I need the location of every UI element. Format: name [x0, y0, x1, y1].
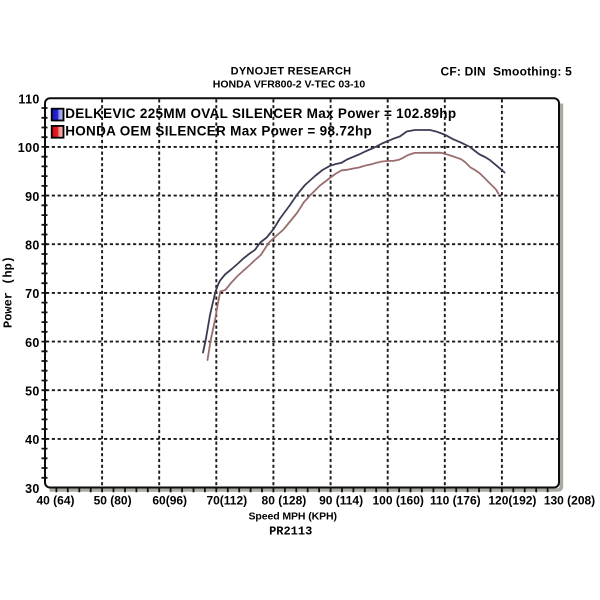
svg-text:HONDA OEM SILENCER Max Power =: HONDA OEM SILENCER Max Power = 98.72hp	[65, 124, 372, 139]
svg-text:40 (64): 40 (64)	[36, 494, 74, 508]
svg-text:90: 90	[25, 190, 40, 204]
svg-text:Speed MPH (KPH): Speed MPH (KPH)	[249, 511, 337, 523]
svg-text:120(192): 120(192)	[488, 494, 536, 508]
svg-text:100 (160): 100 (160)	[373, 494, 424, 508]
svg-text:60: 60	[25, 336, 40, 350]
svg-text:130 (208): 130 (208)	[544, 494, 595, 508]
svg-text:40: 40	[25, 433, 40, 447]
svg-text:70: 70	[25, 287, 40, 301]
svg-text:50 (80): 50 (80)	[94, 494, 132, 508]
svg-text:110 (176): 110 (176)	[430, 494, 481, 508]
svg-text:70(112): 70(112)	[206, 494, 247, 508]
svg-text:80 (128): 80 (128)	[262, 494, 307, 508]
svg-text:CF: DIN Smoothing: 5: CF: DIN Smoothing: 5	[441, 65, 573, 79]
svg-text:DELKEVIC 225MM OVAL SILENCER M: DELKEVIC 225MM OVAL SILENCER Max Power =…	[65, 106, 456, 121]
svg-text:100: 100	[18, 141, 40, 155]
svg-text:PR2113: PR2113	[269, 524, 312, 538]
svg-text:60(96): 60(96)	[152, 494, 187, 508]
svg-text:90 (114): 90 (114)	[319, 494, 363, 508]
svg-text:110: 110	[18, 93, 39, 107]
svg-text:50: 50	[25, 385, 40, 399]
svg-text:DYNOJET RESEARCH: DYNOJET RESEARCH	[231, 66, 352, 78]
svg-text:HONDA VFR800-2 V-TEC 03-10: HONDA VFR800-2 V-TEC 03-10	[213, 79, 366, 91]
svg-text:80: 80	[25, 239, 40, 253]
svg-text:30: 30	[25, 482, 40, 496]
svg-text:Power (hp): Power (hp)	[2, 256, 16, 328]
